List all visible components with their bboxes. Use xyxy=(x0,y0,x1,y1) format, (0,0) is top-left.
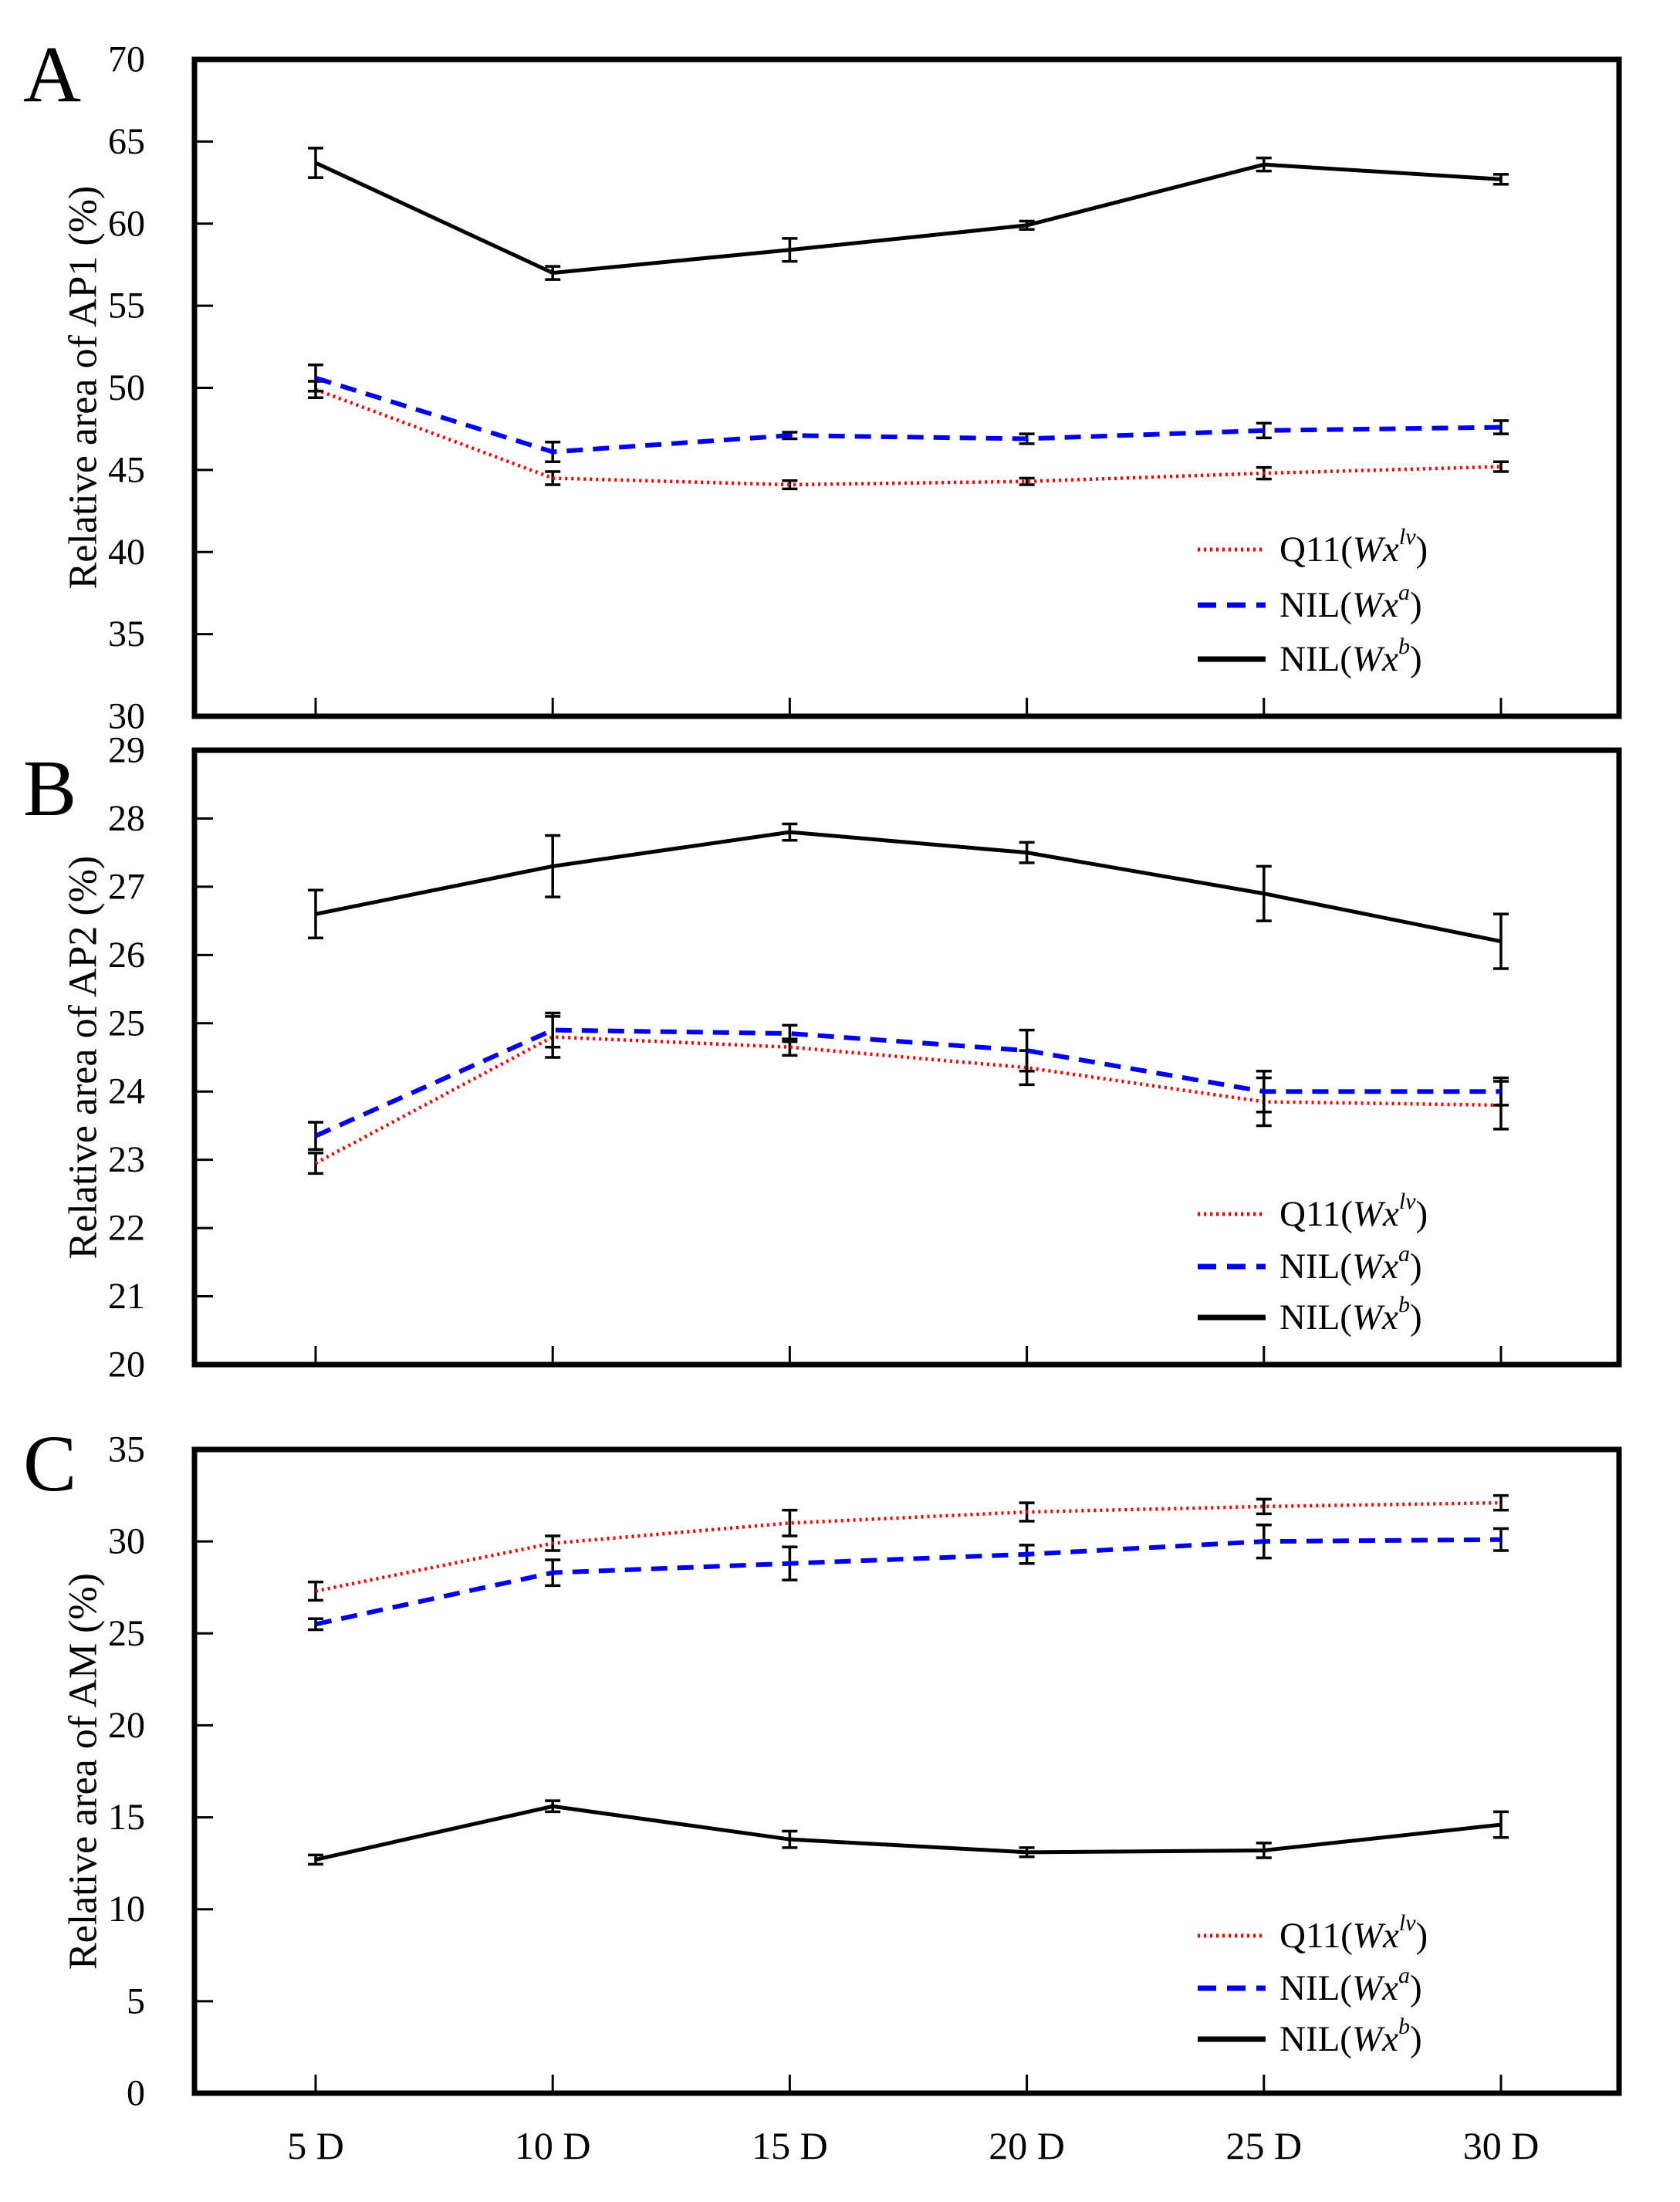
plot-border xyxy=(191,747,1622,1368)
y-tick-label: 27 xyxy=(108,866,145,907)
y-tick-label: 10 xyxy=(108,1889,145,1930)
legend-label: Q11(Wxlv) xyxy=(1279,1910,1428,1957)
panel-label-a: A xyxy=(23,30,82,119)
x-tick-label: 20 D xyxy=(989,2124,1065,2167)
y-tick-label: 26 xyxy=(108,935,145,976)
series-nil-wxb xyxy=(308,147,1509,281)
legend-label: Q11(Wxlv) xyxy=(1279,524,1428,570)
series-nil-wxb xyxy=(308,822,1509,970)
series-nil-wxa xyxy=(308,363,1509,463)
y-tick-label: 45 xyxy=(108,449,145,490)
y-tick-label: 35 xyxy=(108,614,145,655)
chart-panel-a: 30 35 40 45 50 55 60 65 70 Q11(Wxlv) NIL(Wxa) NIL(W… xyxy=(108,39,1622,737)
legend-label: Q11(Wxlv) xyxy=(1279,1189,1428,1235)
y-tick-label: 25 xyxy=(108,1003,145,1043)
series-q11-wxlv xyxy=(308,1493,1509,1602)
legend-label: NIL(Wxb) xyxy=(1279,1292,1422,1338)
y-tick-label: 30 xyxy=(108,1521,145,1562)
x-tick-label: 30 D xyxy=(1463,2124,1540,2167)
y-axis-title-am: Relative area of AM (%) xyxy=(61,1572,106,1970)
y-tick-label: 21 xyxy=(108,1276,145,1317)
y-axis-title-ap1: Relative area of AP1 (%) xyxy=(61,185,106,590)
series-nil-wxb xyxy=(308,1799,1509,1866)
series-nil-wxa xyxy=(308,1523,1509,1632)
x-tick-label: 10 D xyxy=(515,2124,591,2167)
x-tick-label: 25 D xyxy=(1225,2124,1302,2167)
y-tick-label: 20 xyxy=(108,1705,145,1746)
y-tick-label: 20 xyxy=(108,1345,145,1385)
series-line xyxy=(315,387,1502,487)
y-tick-label: 25 xyxy=(108,1613,145,1654)
y-tick-label: 30 xyxy=(108,696,145,737)
x-tick-label: 5 D xyxy=(287,2124,344,2167)
y-tick-label: 23 xyxy=(108,1139,145,1180)
y-tick-label: 15 xyxy=(108,1797,145,1838)
plot-border xyxy=(191,1446,1622,2096)
series-nil-wxa xyxy=(308,1011,1509,1152)
series-line xyxy=(314,161,1502,276)
legend-label: NIL(Wxb) xyxy=(1279,2014,1422,2060)
chart-panel-c: 0 5 10 15 20 25 30 35 Q11(Wxlv) NIL(Wxa) NIL(Wxb) 5… xyxy=(108,1429,1622,2167)
legend-label: NIL(Wxa) xyxy=(1279,1963,1422,2009)
y-tick-label: 70 xyxy=(108,39,145,80)
panel-label-b: B xyxy=(23,744,77,833)
legend-label: NIL(Wxa) xyxy=(1279,1241,1422,1287)
y-tick-label: 65 xyxy=(108,121,145,162)
series-line xyxy=(315,375,1502,455)
series-line xyxy=(314,1035,1502,1165)
series-line xyxy=(315,830,1502,944)
series-line xyxy=(315,1500,1502,1593)
series-line xyxy=(314,1027,1501,1138)
legend-label: NIL(Wxa) xyxy=(1279,580,1422,626)
y-tick-label: 22 xyxy=(108,1208,145,1249)
panel-label-c: C xyxy=(23,1419,77,1508)
y-tick-label: 29 xyxy=(108,730,145,771)
y-tick-label: 55 xyxy=(108,286,145,326)
y-tick-label: 5 xyxy=(127,1980,145,2021)
series-line xyxy=(315,1537,1502,1627)
y-tick-label: 24 xyxy=(108,1071,145,1112)
y-tick-label: 50 xyxy=(108,367,145,408)
y-tick-label: 0 xyxy=(127,2073,145,2114)
y-axis-title-ap2: Relative area of AP2 (%) xyxy=(61,855,106,1260)
series-line xyxy=(315,1804,1502,1862)
plot-border xyxy=(191,56,1622,719)
y-tick-label: 40 xyxy=(108,532,145,573)
y-tick-label: 35 xyxy=(108,1429,145,1470)
legend-label: NIL(Wxb) xyxy=(1279,634,1422,680)
y-tick-label: 28 xyxy=(108,798,145,839)
chart-panel-b: 20 21 22 23 24 25 26 27 28 29 Q11(Wxlv) NIL(Wxa) NIL… xyxy=(108,730,1622,1385)
y-tick-label: 60 xyxy=(108,203,145,244)
x-tick-label: 15 D xyxy=(752,2124,828,2167)
